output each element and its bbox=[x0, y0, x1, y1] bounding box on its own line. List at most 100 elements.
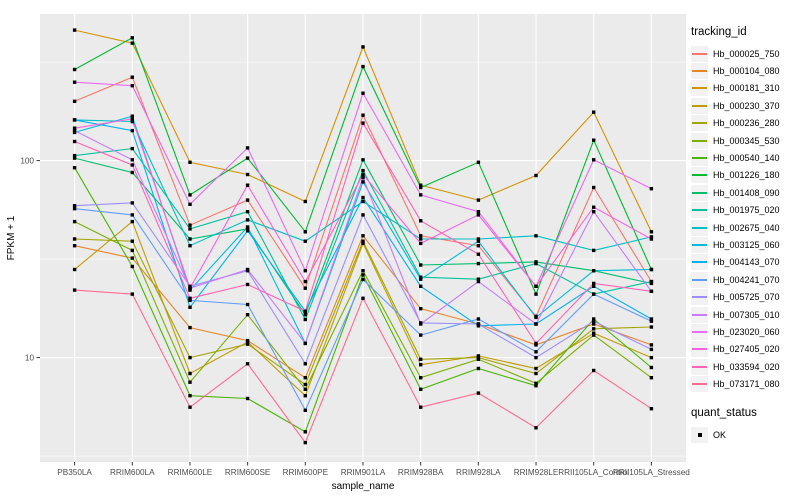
data-point bbox=[130, 36, 134, 40]
legend-key bbox=[691, 236, 708, 253]
data-point bbox=[188, 325, 192, 330]
data-point bbox=[72, 207, 77, 211]
data-point bbox=[130, 292, 134, 296]
legend-key bbox=[691, 219, 708, 236]
data-point bbox=[419, 322, 423, 326]
legend-swatch-line bbox=[692, 139, 707, 142]
legend-swatch-line bbox=[692, 52, 707, 55]
legend-swatch-line bbox=[692, 348, 707, 351]
data-point bbox=[245, 267, 250, 272]
legend-item-Hb_004241_070: Hb_004241_070 bbox=[691, 271, 797, 288]
legend-item-label: Hb_007305_010 bbox=[713, 309, 780, 320]
data-point bbox=[649, 355, 654, 360]
data-point bbox=[361, 45, 365, 49]
legend-item-label: Hb_000104_080 bbox=[713, 66, 780, 77]
data-point bbox=[592, 327, 596, 331]
data-point bbox=[245, 156, 250, 160]
data-point bbox=[592, 322, 596, 326]
data-point bbox=[592, 333, 596, 337]
data-point bbox=[72, 130, 77, 135]
legend-key bbox=[691, 202, 708, 219]
data-point bbox=[72, 126, 77, 130]
legend-title-tracking-id: tracking_id bbox=[691, 26, 747, 38]
legend-swatch-line bbox=[692, 383, 707, 386]
data-point bbox=[649, 325, 654, 329]
data-point bbox=[130, 256, 134, 260]
data-point bbox=[188, 193, 192, 197]
x-tick-label: RRIM928LE bbox=[514, 468, 559, 477]
x-tick-label: RRIM600SE bbox=[225, 468, 271, 477]
data-point bbox=[476, 160, 481, 164]
data-point bbox=[188, 380, 192, 384]
x-tick-label: RRII105LA_Stressed bbox=[613, 468, 690, 477]
data-point bbox=[476, 355, 481, 360]
data-point bbox=[72, 67, 77, 72]
data-point bbox=[72, 219, 77, 224]
data-point bbox=[592, 138, 596, 142]
legend-title-quant-status: quant_status bbox=[691, 406, 757, 419]
data-point bbox=[419, 234, 423, 238]
data-point bbox=[361, 269, 365, 273]
data-point bbox=[649, 376, 654, 380]
data-point bbox=[361, 64, 365, 69]
data-point bbox=[592, 205, 596, 209]
data-point bbox=[592, 110, 596, 114]
data-point bbox=[303, 341, 307, 346]
legend-item-label: Hb_000230_370 bbox=[713, 100, 780, 111]
data-point bbox=[245, 198, 250, 202]
legend-item-label: Hb_005725_070 bbox=[713, 292, 780, 303]
data-point bbox=[361, 121, 365, 125]
data-point bbox=[419, 185, 423, 190]
legend-items-tracking-id: Hb_000025_750 Hb_000104_080 Hb_000181_310 H… bbox=[691, 45, 797, 393]
data-point bbox=[188, 286, 192, 290]
data-point bbox=[361, 175, 365, 180]
legend-item-Hb_001226_180: Hb_001226_180 bbox=[691, 167, 797, 184]
y-tick-label: 100 bbox=[20, 156, 34, 165]
data-point bbox=[130, 248, 134, 253]
data-point bbox=[534, 315, 538, 320]
legend-key bbox=[691, 45, 708, 62]
data-point bbox=[649, 365, 654, 370]
data-point bbox=[245, 313, 250, 317]
legend-key bbox=[691, 358, 708, 375]
data-point bbox=[534, 261, 538, 266]
data-point bbox=[303, 313, 307, 317]
data-point bbox=[476, 210, 481, 214]
legend-swatch-line bbox=[692, 122, 707, 125]
legend-swatch-line bbox=[692, 209, 707, 212]
x-tick-label: RRIM928BA bbox=[398, 468, 444, 477]
data-point bbox=[592, 317, 596, 321]
legend-item-Hb_005725_070: Hb_005725_070 bbox=[691, 288, 797, 306]
data-point bbox=[419, 307, 423, 311]
data-point bbox=[245, 172, 250, 177]
legend-item-Hb_000345_530: Hb_000345_530 bbox=[691, 132, 797, 149]
data-point bbox=[534, 341, 538, 346]
legend-item-Hb_000181_310: Hb_000181_310 bbox=[691, 80, 797, 97]
legend-swatch-line bbox=[692, 313, 707, 316]
data-point bbox=[130, 239, 134, 243]
data-point bbox=[72, 244, 77, 248]
legend-item-label: Hb_033594_020 bbox=[713, 361, 780, 372]
legend-swatch-line bbox=[692, 104, 707, 107]
data-point bbox=[419, 193, 423, 197]
data-point bbox=[419, 219, 423, 223]
legend-items-quant-status: OK bbox=[691, 426, 797, 443]
data-point bbox=[419, 333, 423, 337]
data-point bbox=[303, 430, 307, 434]
data-point bbox=[361, 239, 365, 243]
data-point bbox=[534, 234, 538, 238]
data-point bbox=[130, 119, 134, 124]
data-point bbox=[534, 284, 538, 288]
data-point bbox=[361, 158, 365, 162]
legend-item-label: Hb_003125_060 bbox=[713, 239, 780, 250]
data-point bbox=[130, 146, 134, 151]
legend-item-label: Hb_000181_310 bbox=[713, 83, 780, 94]
x-tick-label: RRIM600LA bbox=[110, 468, 155, 477]
data-point bbox=[534, 292, 538, 296]
legend-key bbox=[691, 323, 708, 340]
data-point bbox=[361, 277, 365, 282]
data-point bbox=[303, 408, 307, 412]
data-point bbox=[188, 202, 192, 206]
data-point bbox=[72, 153, 77, 158]
